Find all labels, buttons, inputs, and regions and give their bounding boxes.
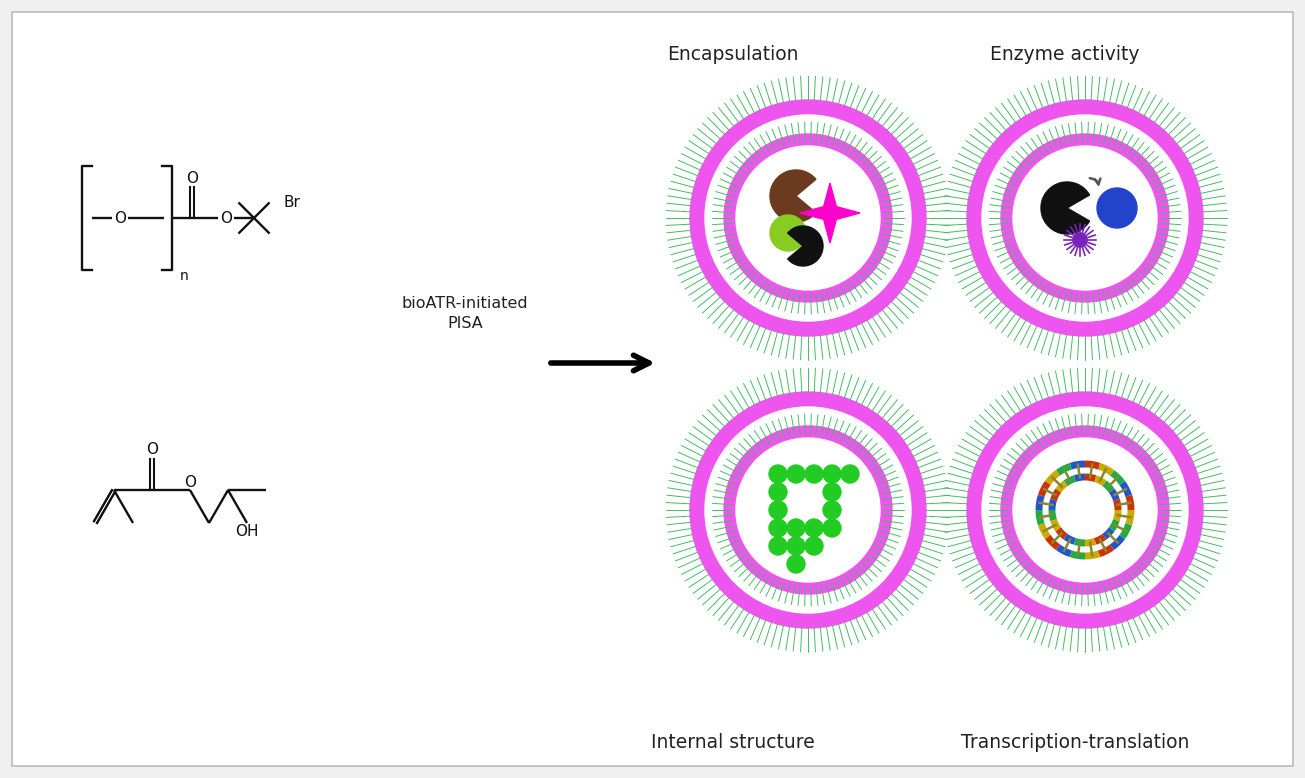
- Circle shape: [1098, 188, 1137, 228]
- Polygon shape: [800, 183, 860, 243]
- Circle shape: [805, 465, 823, 483]
- Circle shape: [740, 442, 876, 578]
- Text: Enzyme activity: Enzyme activity: [990, 44, 1139, 64]
- Circle shape: [724, 426, 893, 594]
- Circle shape: [967, 100, 1203, 336]
- Circle shape: [1017, 442, 1154, 578]
- Text: Internal structure: Internal structure: [651, 733, 814, 752]
- Circle shape: [690, 392, 927, 628]
- Circle shape: [724, 134, 893, 302]
- Circle shape: [823, 465, 840, 483]
- Circle shape: [805, 519, 823, 537]
- Text: O: O: [146, 442, 158, 457]
- Circle shape: [967, 392, 1203, 628]
- Text: OH: OH: [235, 524, 258, 539]
- Circle shape: [770, 215, 806, 251]
- Circle shape: [1013, 438, 1158, 582]
- Text: bioATR-initiated: bioATR-initiated: [402, 296, 529, 310]
- Circle shape: [769, 501, 787, 519]
- Wedge shape: [1041, 182, 1090, 234]
- Circle shape: [664, 366, 953, 654]
- Wedge shape: [788, 226, 823, 266]
- Text: O: O: [184, 475, 196, 489]
- Circle shape: [941, 74, 1229, 362]
- Circle shape: [787, 555, 805, 573]
- Text: Encapsulation: Encapsulation: [667, 44, 799, 64]
- Text: O: O: [221, 211, 232, 226]
- Circle shape: [981, 115, 1188, 321]
- Text: n: n: [180, 269, 189, 283]
- Circle shape: [1017, 150, 1154, 286]
- Circle shape: [705, 407, 911, 613]
- Circle shape: [740, 150, 876, 286]
- Circle shape: [769, 537, 787, 555]
- Circle shape: [823, 501, 840, 519]
- Circle shape: [664, 74, 953, 362]
- Circle shape: [823, 519, 840, 537]
- Circle shape: [981, 407, 1188, 613]
- Circle shape: [705, 115, 911, 321]
- Circle shape: [769, 465, 787, 483]
- Circle shape: [1001, 426, 1169, 594]
- Text: O: O: [114, 211, 127, 226]
- Circle shape: [690, 100, 927, 336]
- Circle shape: [736, 438, 880, 582]
- Text: Br: Br: [283, 195, 300, 210]
- Circle shape: [823, 483, 840, 501]
- Circle shape: [736, 146, 880, 290]
- Circle shape: [1013, 146, 1158, 290]
- Circle shape: [840, 465, 859, 483]
- Circle shape: [1058, 484, 1111, 536]
- Circle shape: [787, 537, 805, 555]
- Circle shape: [769, 519, 787, 537]
- Wedge shape: [770, 170, 816, 222]
- Text: Transcription-translation: Transcription-translation: [960, 733, 1189, 752]
- Circle shape: [1073, 233, 1087, 247]
- Circle shape: [941, 366, 1229, 654]
- Circle shape: [787, 519, 805, 537]
- Circle shape: [805, 537, 823, 555]
- Circle shape: [769, 483, 787, 501]
- Text: O: O: [187, 170, 198, 185]
- Circle shape: [1001, 134, 1169, 302]
- Text: PISA: PISA: [448, 316, 483, 331]
- FancyBboxPatch shape: [12, 12, 1293, 766]
- Circle shape: [787, 465, 805, 483]
